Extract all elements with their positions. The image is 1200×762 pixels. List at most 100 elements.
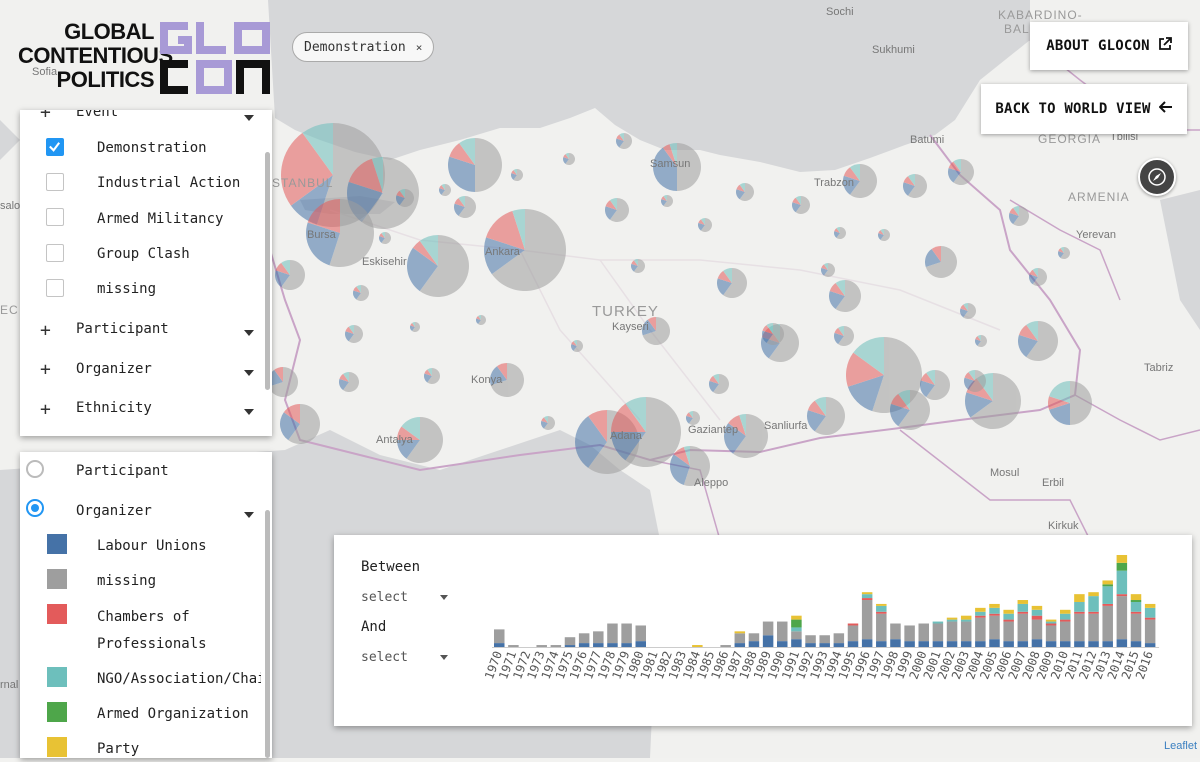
bar-segment[interactable] <box>635 625 647 642</box>
event-pie-marker[interactable] <box>511 169 523 181</box>
bar-segment[interactable] <box>932 623 944 642</box>
bar-segment[interactable] <box>833 633 845 644</box>
bar-segment[interactable] <box>762 621 774 636</box>
bar-segment[interactable] <box>748 633 760 642</box>
bar-segment[interactable] <box>1045 619 1057 622</box>
bar-segment[interactable] <box>1088 611 1099 614</box>
event-pie-marker[interactable] <box>653 143 701 191</box>
event-pie-marker[interactable] <box>975 335 988 348</box>
event-pie-marker[interactable] <box>709 374 730 395</box>
bar-segment[interactable] <box>1116 594 1128 597</box>
legend-panel[interactable]: Participant Organizer Labour Unions miss… <box>20 452 272 758</box>
event-pie-marker[interactable] <box>605 198 630 222</box>
bar-segment[interactable] <box>975 611 986 616</box>
bar-segment[interactable] <box>805 635 816 644</box>
bar-segment[interactable] <box>1017 600 1029 604</box>
bar-segment[interactable] <box>777 621 788 642</box>
event-pie-marker[interactable] <box>275 260 306 290</box>
bar-segment[interactable] <box>1031 615 1043 620</box>
bar-segment[interactable] <box>1088 641 1099 647</box>
bar-segment[interactable] <box>876 611 887 614</box>
bar-segment[interactable] <box>564 645 576 647</box>
leaflet-attribution-link[interactable]: Leaflet <box>1163 740 1197 752</box>
event-pie-marker[interactable] <box>829 280 861 312</box>
bar-segment[interactable] <box>1060 641 1071 647</box>
bar-segment[interactable] <box>1130 601 1142 612</box>
checkbox-armed-militancy[interactable] <box>46 208 64 226</box>
bar-segment[interactable] <box>1003 619 1014 622</box>
bar-segment[interactable] <box>1074 611 1085 614</box>
timeline-panel[interactable]: Between select And select 1970 1971 1972 19… <box>334 535 1192 726</box>
bar-segment[interactable] <box>1074 601 1085 612</box>
bar-segment[interactable] <box>876 613 887 642</box>
bar-segment[interactable] <box>1074 594 1085 602</box>
event-pie-marker[interactable] <box>339 372 360 392</box>
bar-segment[interactable] <box>946 619 958 622</box>
organizer-expand-icon[interactable]: + <box>40 359 51 380</box>
bar-segment[interactable] <box>607 623 618 644</box>
bar-segment[interactable] <box>494 629 505 644</box>
bar-segment[interactable] <box>989 613 1000 616</box>
active-filter-chip[interactable]: Demonstration × <box>292 32 435 62</box>
bar-segment[interactable] <box>1116 639 1128 647</box>
bar-segment[interactable] <box>1102 603 1113 606</box>
event-pie-marker[interactable] <box>903 174 928 198</box>
event-pie-marker[interactable] <box>1009 206 1030 226</box>
event-pie-marker[interactable] <box>454 196 477 218</box>
bar-segment[interactable] <box>1060 619 1071 622</box>
event-pie-marker[interactable] <box>396 189 414 207</box>
legend-scrollbar[interactable] <box>265 510 270 758</box>
bar-segment[interactable] <box>791 631 802 640</box>
event-pie-marker[interactable] <box>806 397 845 435</box>
from-year-select[interactable]: select <box>361 590 408 605</box>
event-pie-marker[interactable] <box>686 411 701 426</box>
bar-segment[interactable] <box>989 639 1000 647</box>
bar-segment[interactable] <box>593 631 604 644</box>
event-pie-marker[interactable] <box>410 322 420 332</box>
yearly-event-chart[interactable]: 1970197119721973197419751976197719781979… <box>484 535 1184 726</box>
ethnicity-chevron-down-icon[interactable] <box>244 409 254 415</box>
event-pie-marker[interactable] <box>925 246 957 279</box>
event-pie-marker[interactable] <box>1058 247 1070 259</box>
bar-segment[interactable] <box>1017 641 1029 647</box>
event-pie-marker[interactable] <box>615 133 632 149</box>
bar-segment[interactable] <box>1088 592 1099 597</box>
bar-segment[interactable] <box>791 615 802 620</box>
event-pie-marker[interactable] <box>611 397 681 467</box>
bar-segment[interactable] <box>1088 613 1099 642</box>
bar-segment[interactable] <box>607 643 618 647</box>
bar-segment[interactable] <box>791 627 802 632</box>
bar-segment[interactable] <box>1031 605 1043 610</box>
event-pie-marker[interactable] <box>877 229 890 241</box>
bar-segment[interactable] <box>847 625 859 642</box>
bar-segment[interactable] <box>861 592 873 595</box>
bar-segment[interactable] <box>847 623 859 626</box>
bar-segment[interactable] <box>1144 643 1156 647</box>
event-pie-marker[interactable] <box>484 209 566 291</box>
compass-button[interactable] <box>1138 158 1176 196</box>
bar-segment[interactable] <box>1045 623 1057 626</box>
bar-segment[interactable] <box>1031 609 1043 616</box>
bar-segment[interactable] <box>1017 611 1029 614</box>
bar-segment[interactable] <box>692 645 703 647</box>
bar-segment[interactable] <box>1003 609 1014 614</box>
filter-group-organizer[interactable]: Organizer <box>76 361 152 377</box>
bar-segment[interactable] <box>918 641 930 647</box>
event-pie-marker[interactable] <box>1048 381 1092 425</box>
organizer-chevron-down-icon[interactable] <box>244 370 254 376</box>
bar-segment[interactable] <box>1102 580 1113 585</box>
event-pie-marker[interactable] <box>490 363 524 397</box>
event-pie-marker[interactable] <box>280 404 321 444</box>
bar-segment[interactable] <box>1060 609 1071 614</box>
bar-segment[interactable] <box>1017 603 1029 612</box>
event-pie-marker[interactable] <box>948 159 974 185</box>
event-pie-marker[interactable] <box>834 227 847 240</box>
event-pie-marker[interactable] <box>792 196 810 215</box>
bar-segment[interactable] <box>932 641 944 647</box>
bar-segment[interactable] <box>494 643 505 647</box>
bar-segment[interactable] <box>1031 619 1043 640</box>
checkbox-demonstration[interactable] <box>46 138 64 156</box>
filter-group-participant[interactable]: Participant <box>76 321 169 337</box>
bar-segment[interactable] <box>1130 600 1142 602</box>
bar-segment[interactable] <box>975 615 986 618</box>
